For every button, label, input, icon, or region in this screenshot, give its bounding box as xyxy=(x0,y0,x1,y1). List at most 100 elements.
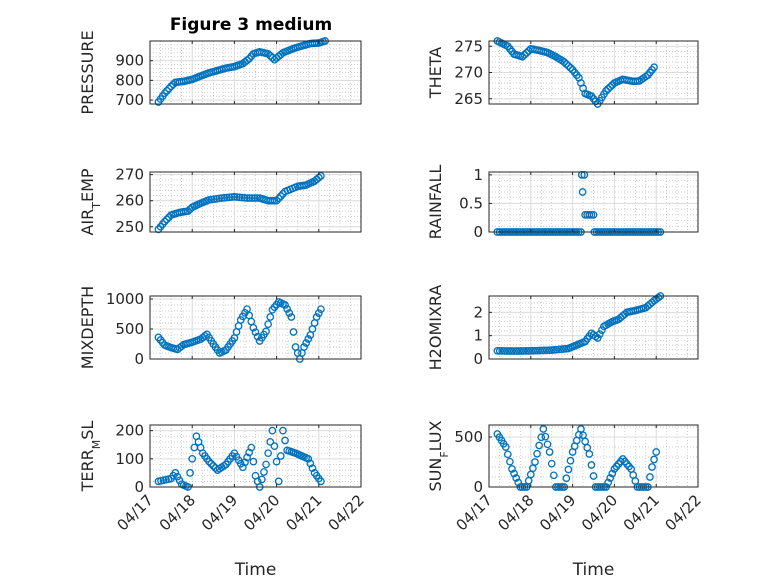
data-point xyxy=(589,211,598,219)
data-point xyxy=(519,347,528,355)
y-tick-label: 0 xyxy=(473,350,483,368)
x-tick-label: 04/21 xyxy=(620,491,663,534)
data-point xyxy=(514,478,523,487)
y-axis-label: AIRTEMP xyxy=(78,168,103,235)
y-tick-label: 270 xyxy=(454,64,483,82)
y-tick-label: 270 xyxy=(115,166,144,184)
data-point xyxy=(560,58,569,66)
data-point xyxy=(220,193,229,202)
x-tick-label: 04/17 xyxy=(114,491,157,534)
subplot-4: 0 0.5 1 RAINFALL xyxy=(426,165,699,241)
data-point xyxy=(545,448,554,456)
data-point xyxy=(508,465,516,473)
data-point xyxy=(581,437,589,446)
x-tick-label: 04/21 xyxy=(282,491,325,534)
data-point xyxy=(620,310,629,318)
data-point xyxy=(228,193,236,201)
data-point xyxy=(276,452,285,460)
data-point xyxy=(608,469,617,478)
data-point xyxy=(302,339,310,347)
data-point xyxy=(238,193,246,202)
data-point xyxy=(249,457,258,466)
series-markers xyxy=(154,172,325,234)
data-point xyxy=(498,347,506,355)
data-point xyxy=(591,332,600,341)
data-point xyxy=(308,464,317,473)
data-point xyxy=(495,347,504,355)
data-point xyxy=(585,450,594,458)
data-point xyxy=(163,87,171,95)
data-point xyxy=(312,313,321,321)
data-point xyxy=(274,194,283,203)
data-point xyxy=(564,62,573,70)
data-point xyxy=(589,472,598,480)
data-point xyxy=(533,449,541,458)
data-point xyxy=(285,309,294,317)
y-tick-label: 0 xyxy=(473,223,483,241)
y-tick-label: 0.5 xyxy=(459,194,483,212)
data-point xyxy=(283,305,291,313)
data-point xyxy=(247,443,256,452)
data-point xyxy=(260,468,268,476)
data-point xyxy=(245,194,254,202)
data-point xyxy=(306,459,315,468)
data-point xyxy=(230,192,239,201)
data-point xyxy=(160,217,169,226)
data-point xyxy=(264,449,273,458)
data-point xyxy=(500,347,509,355)
data-point xyxy=(604,478,612,487)
y-tick-label: 900 xyxy=(115,52,144,70)
y-tick-label: 1000 xyxy=(106,290,144,308)
data-point xyxy=(562,474,571,483)
data-point xyxy=(233,193,241,201)
subplot-2: 265 270 275 THETA xyxy=(426,37,699,108)
data-point xyxy=(317,477,325,486)
x-tick-label: 04/18 xyxy=(494,491,537,534)
y-tick-label: 2 xyxy=(473,303,483,321)
data-point xyxy=(274,477,283,486)
data-point xyxy=(167,82,175,91)
data-point xyxy=(543,346,551,355)
y-axis-label: PRESSURE xyxy=(78,30,97,114)
data-point xyxy=(535,441,544,450)
data-point xyxy=(648,463,656,471)
data-point xyxy=(257,475,266,484)
axes-box xyxy=(488,295,699,360)
data-point xyxy=(264,49,273,58)
y-tick-label: 800 xyxy=(115,71,144,89)
data-point xyxy=(517,347,526,355)
data-point xyxy=(249,323,258,332)
data-point xyxy=(510,347,518,355)
y-axis-label: MIXDEPTH xyxy=(78,286,97,369)
y-tick-label: 260 xyxy=(115,192,144,210)
data-point xyxy=(547,459,556,468)
series-markers xyxy=(493,292,665,355)
data-point xyxy=(235,193,244,202)
x-axis-label: Time xyxy=(234,560,277,580)
data-point xyxy=(222,193,231,202)
data-point xyxy=(289,328,298,336)
y-tick-label: 0 xyxy=(473,478,483,496)
y-tick-label: 1 xyxy=(473,327,483,345)
data-point xyxy=(281,301,289,309)
y-tick-label: 0 xyxy=(134,350,144,368)
data-point xyxy=(207,459,216,468)
data-point xyxy=(268,426,277,435)
data-point xyxy=(564,465,573,474)
data-point xyxy=(270,442,279,450)
data-point xyxy=(539,425,548,433)
data-point xyxy=(201,332,209,340)
data-point xyxy=(300,343,308,351)
data-point xyxy=(240,193,249,202)
x-tick-label: 04/17 xyxy=(453,491,496,534)
y-tick-label: 700 xyxy=(115,91,144,109)
data-point xyxy=(493,346,502,355)
data-point xyxy=(276,192,285,200)
data-point xyxy=(173,472,182,481)
y-tick-label: 500 xyxy=(454,428,483,446)
y-tick-label: 1 xyxy=(473,166,483,184)
series-markers xyxy=(154,298,325,363)
x-tick-label: 04/22 xyxy=(662,491,705,534)
data-point xyxy=(262,460,270,469)
